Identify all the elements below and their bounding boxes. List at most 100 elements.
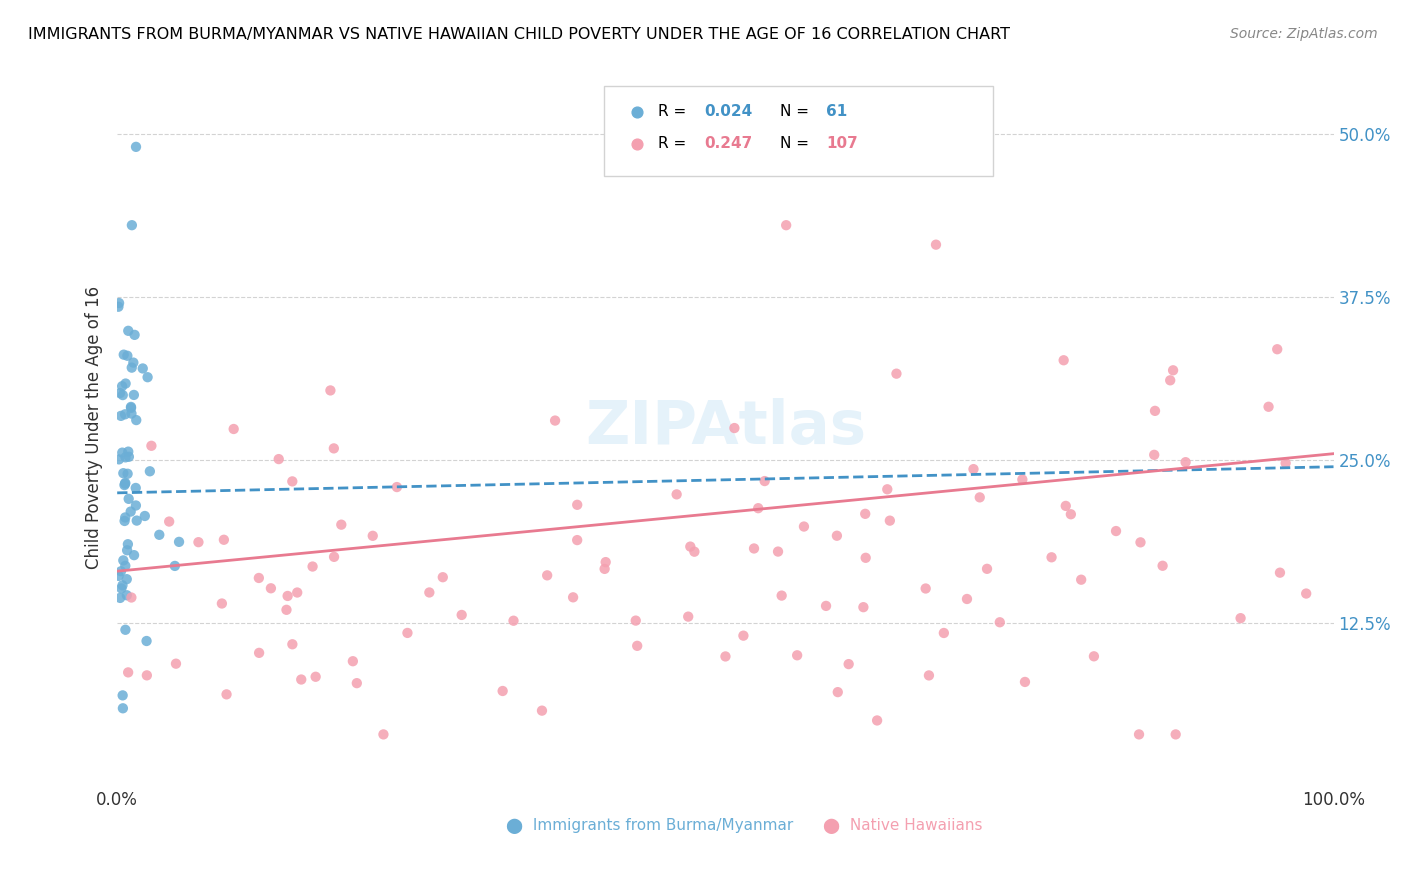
Point [141,439,163,453]
Point [1229,611,1251,625]
Point [110,564,132,578]
Point [1060,508,1083,522]
Point [134,508,156,523]
Point [114,476,136,491]
Point [124,327,146,342]
Point [853,507,876,521]
Point [450,607,472,622]
Point [385,480,408,494]
Point [319,384,342,398]
Text: ZIPAtlas: ZIPAtlas [585,398,866,457]
Point [122,388,145,402]
Point [432,570,454,584]
Point [502,614,524,628]
Point [361,529,384,543]
Point [988,615,1011,630]
Point [593,562,616,576]
Point [733,629,755,643]
Point [330,517,353,532]
Point [679,540,702,554]
Point [136,370,159,384]
Point [1129,535,1152,549]
Point [626,639,648,653]
Point [117,665,139,680]
Point [122,548,145,562]
Point [125,499,148,513]
Point [1295,586,1317,600]
Point [118,491,141,506]
Point [567,498,589,512]
Point [536,568,558,582]
Point [148,528,170,542]
Point [838,657,860,672]
Point [723,421,745,435]
Point [120,400,142,414]
Point [111,578,134,592]
Point [267,452,290,467]
Text: R =: R = [658,136,692,152]
Point [1268,566,1291,580]
Point [222,422,245,436]
Point [976,562,998,576]
Point [969,491,991,505]
Point [281,637,304,651]
Point [1143,404,1166,418]
Point [110,409,132,423]
Text: N =: N = [780,104,814,120]
Point [1083,649,1105,664]
Point [855,550,877,565]
Point [323,549,346,564]
Point [1054,499,1077,513]
Point [562,591,585,605]
Point [418,585,440,599]
Point [260,582,283,596]
Point [111,445,134,459]
Point [676,609,699,624]
Point [815,599,838,613]
Text: 107: 107 [827,136,858,152]
Point [167,534,190,549]
Point [1143,448,1166,462]
Point [110,582,132,596]
Point [108,386,131,401]
Point [918,668,941,682]
Point [1053,353,1076,368]
Point [187,535,209,549]
Point [786,648,808,663]
Point [118,450,141,464]
Text: ⬤  Immigrants from Burma/Myanmar: ⬤ Immigrants from Burma/Myanmar [506,818,793,834]
Point [277,589,299,603]
Point [595,555,617,569]
Point [886,367,908,381]
Point [115,588,138,602]
Point [281,475,304,489]
Point [121,218,143,232]
Point [754,474,776,488]
Point [1159,373,1181,387]
Point [1164,727,1187,741]
Point [962,462,984,476]
Point [117,537,139,551]
Point [135,668,157,682]
Point [107,300,129,314]
Point [215,687,238,701]
Point [665,487,688,501]
Point [120,505,142,519]
Point [1105,524,1128,538]
Text: 0.247: 0.247 [704,136,754,152]
Point [544,413,567,427]
Point [115,543,138,558]
Point [157,515,180,529]
Text: Source: ZipAtlas.com: Source: ZipAtlas.com [1230,27,1378,41]
Point [120,401,142,415]
Point [117,444,139,458]
Point [247,646,270,660]
Point [121,360,143,375]
Point [304,670,326,684]
Point [1161,363,1184,377]
Point [290,673,312,687]
Point [1070,573,1092,587]
Point [1274,456,1296,470]
Point [285,585,308,599]
Point [766,544,789,558]
